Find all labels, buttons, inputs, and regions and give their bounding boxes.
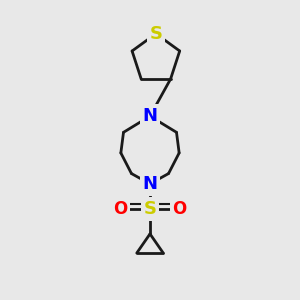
Text: N: N xyxy=(142,175,158,193)
Text: S: S xyxy=(143,200,157,218)
Text: N: N xyxy=(142,107,158,125)
Text: S: S xyxy=(149,25,162,43)
Text: O: O xyxy=(113,200,128,218)
Text: O: O xyxy=(172,200,187,218)
